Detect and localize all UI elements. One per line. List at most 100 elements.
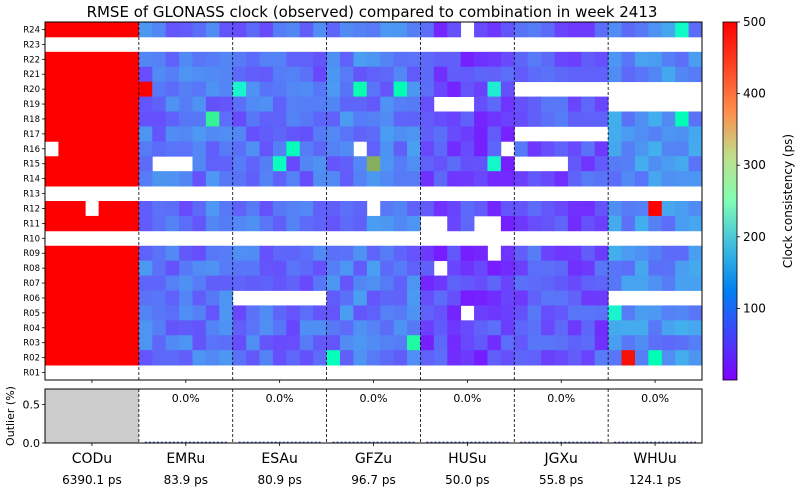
heatmap-cell [608,141,622,157]
heatmap-cell [393,245,408,262]
heatmap-cell [366,111,381,127]
heatmap-cell [594,22,609,38]
row-label: R10 [23,234,40,244]
row-label: R21 [23,70,40,80]
heatmap-cell [112,22,126,38]
heatmap-cell [45,245,59,262]
heatmap-cell [460,141,475,157]
heatmap-cell [232,96,247,112]
row-label: R02 [23,354,40,364]
heatmap-cell [447,275,462,291]
heatmap-cell [58,201,73,217]
heatmap-cell [205,96,220,112]
heatmap-cell [420,245,435,262]
heatmap-cell [460,171,475,187]
heatmap-cell [514,245,529,262]
row-label: R05 [23,309,40,319]
heatmap-cell [594,275,609,291]
heatmap-cell [420,156,435,172]
heatmap-cell [675,260,689,276]
heatmap-cell [541,201,555,217]
heatmap-cell [420,275,435,291]
heatmap-cell [661,22,676,38]
heatmap-cell [85,22,100,38]
heatmap-cell [353,126,368,142]
heatmap-cell [165,141,180,157]
outlier-ytick-label: 0.5 [23,398,41,411]
heatmap-cell [58,111,73,127]
heatmap-cell [581,51,596,68]
heatmap-cell [179,81,193,97]
heatmap-cell [407,96,421,112]
heatmap-cell [500,81,515,97]
heatmap-cell [675,275,689,291]
heatmap-cell [474,111,488,127]
heatmap-cell [366,305,381,321]
outlier-ytick-label: 0.0 [23,437,41,450]
heatmap-cell [339,22,354,38]
heatmap-cell [219,66,234,83]
heatmap-cell [407,305,421,321]
heatmap-cell [366,66,381,83]
heatmap-cell [474,66,488,83]
heatmap-cell [339,111,354,127]
heatmap-cell [581,335,596,351]
heatmap-cell [594,215,609,232]
heatmap-cell [567,290,582,306]
heatmap-cell [138,305,153,321]
heatmap-cell [98,51,113,68]
heatmap-cell [366,126,381,142]
heatmap-cell [433,335,448,351]
heatmap-cell [232,305,247,321]
heatmap-cell [527,111,542,127]
heatmap-cell [487,260,502,276]
heatmap-cell [232,350,247,366]
heatmap-cell [393,96,408,112]
heatmap-cell [192,81,207,97]
heatmap-cell [380,335,395,351]
heatmap-cell [58,51,73,68]
row-label: R07 [23,279,40,289]
row-label: R16 [23,145,40,155]
heatmap-cell [219,81,234,97]
heatmap-cell [447,22,462,38]
heatmap-cell [500,22,515,38]
heatmap-cell [688,320,703,336]
heatmap-cell [474,156,488,172]
heatmap-cell [474,275,488,291]
heatmap-cell [98,290,113,306]
heatmap-cell [58,335,73,351]
row-label: R14 [23,175,40,185]
heatmap-cell [634,275,649,291]
heatmap-cell [447,290,462,306]
heatmap-cell [232,81,247,97]
heatmap-cell [648,111,663,127]
heatmap-cell [165,350,180,366]
heatmap-cell [45,350,59,366]
heatmap-cell [594,201,609,217]
center-rms: 6390.1 ps [62,473,122,487]
heatmap-cell [527,290,542,306]
heatmap-cell [339,96,354,112]
heatmap-cell [246,156,260,172]
heatmap-cell [407,260,421,276]
heatmap-cell [112,215,126,232]
heatmap-cell [527,320,542,336]
heatmap-cell [112,66,126,83]
heatmap-cell [152,245,167,262]
row-label: R11 [23,219,40,229]
heatmap-cell [259,245,274,262]
heatmap-cell [594,66,609,83]
heatmap-cell [474,320,488,336]
heatmap-cell [393,201,408,217]
heatmap-cell [286,141,301,157]
heatmap-cell [232,171,247,187]
heatmap-cell [567,245,582,262]
heatmap-cell [608,320,622,336]
heatmap-cell [138,201,153,217]
heatmap-cell [179,245,193,262]
heatmap-cell [125,51,140,68]
heatmap-cell [259,275,274,291]
heatmap-cell [112,320,126,336]
